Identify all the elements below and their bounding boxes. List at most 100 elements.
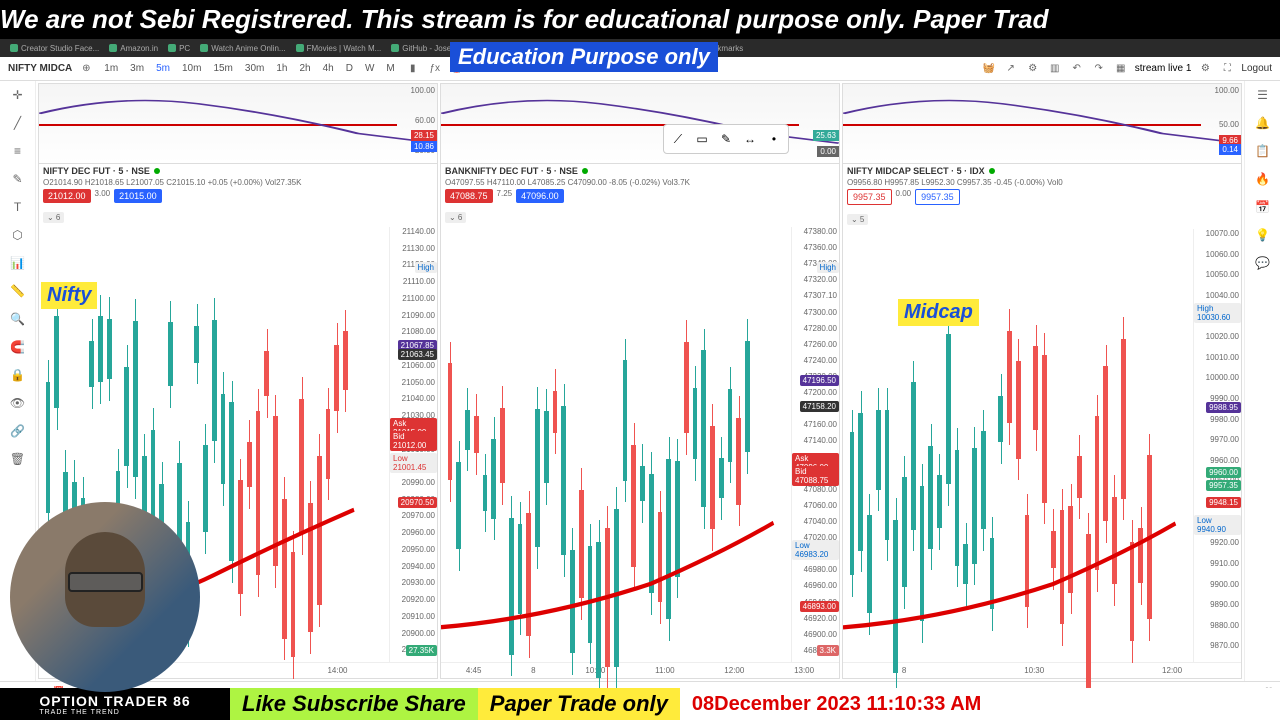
price-marker: 20970.50 bbox=[398, 497, 437, 508]
spread: 3.00 bbox=[95, 189, 111, 203]
chart-title: NIFTY DEC FUT · 5 · NSE bbox=[43, 166, 150, 176]
timeframe-selector: 1m 3m 5m 10m 15m 30m 1h 2h 4h DWM bbox=[100, 61, 398, 76]
ask-badge[interactable]: 9957.35 bbox=[915, 189, 960, 205]
expand-indicators[interactable]: ⌄ 6 bbox=[43, 212, 64, 223]
bar-chart-icon[interactable]: ▥ bbox=[1047, 61, 1063, 77]
timeframe-30m[interactable]: 30m bbox=[241, 61, 268, 76]
trash-tool[interactable]: 🗑 bbox=[8, 449, 28, 469]
bid-badge[interactable]: 47088.75 bbox=[445, 189, 493, 203]
basket-icon[interactable]: 🧺 bbox=[981, 61, 997, 77]
layout-icon[interactable]: ▦ bbox=[1113, 61, 1129, 77]
fib-tool[interactable]: ≡ bbox=[8, 141, 28, 161]
price-marker: Low 46983.20 bbox=[792, 540, 839, 560]
floating-drawing-toolbar: ⟋▭✎↔• bbox=[663, 124, 789, 154]
indicators-icon[interactable]: ƒx bbox=[427, 61, 443, 77]
export-icon[interactable]: ↗ bbox=[1003, 61, 1019, 77]
browser-tab[interactable]: FMovies | Watch M... bbox=[296, 44, 382, 53]
data-icon[interactable]: 📋 bbox=[1253, 141, 1273, 161]
chart-label: Nifty bbox=[41, 282, 97, 309]
chart-canvas[interactable]: Midcap 10070.0010060.0010050.0010040.0010… bbox=[843, 229, 1241, 662]
time-axis[interactable]: 810:3012:00 bbox=[843, 662, 1241, 678]
timeframe-5m[interactable]: 5m bbox=[152, 61, 174, 76]
rsi-indicator: 25.630.00⟋▭✎↔• bbox=[441, 84, 839, 164]
fullscreen-icon[interactable]: ⛶ bbox=[1219, 61, 1235, 77]
symbol-selector[interactable]: NIFTY MIDCA bbox=[8, 63, 72, 74]
timeframe-1m[interactable]: 1m bbox=[100, 61, 122, 76]
ask-badge[interactable]: 21015.00 bbox=[114, 189, 162, 203]
pattern-tool[interactable]: ⬡ bbox=[8, 225, 28, 245]
calendar-icon[interactable]: 📅 bbox=[1253, 197, 1273, 217]
link-tool[interactable]: 🔗 bbox=[8, 421, 28, 441]
brush-tool-icon[interactable]: ✎ bbox=[716, 129, 736, 149]
watchlist-icon[interactable]: ☰ bbox=[1253, 85, 1273, 105]
expand-indicators[interactable]: ⌄ 5 bbox=[847, 214, 868, 225]
price-marker: Bid 47088.75 bbox=[792, 466, 839, 486]
add-icon[interactable]: ⊕ bbox=[78, 61, 94, 77]
spread: 7.25 bbox=[497, 189, 513, 203]
text-tool[interactable]: T bbox=[8, 197, 28, 217]
price-marker: 9957.35 bbox=[1206, 480, 1241, 491]
timeframe-2h[interactable]: 2h bbox=[295, 61, 314, 76]
undo-icon[interactable]: ↶ bbox=[1069, 61, 1085, 77]
bid-badge[interactable]: 9957.35 bbox=[847, 189, 892, 205]
hotlist-icon[interactable]: 🔥 bbox=[1253, 169, 1273, 189]
gear-icon[interactable]: ⚙ bbox=[1197, 61, 1213, 77]
rect-tool-icon[interactable]: ▭ bbox=[692, 129, 712, 149]
timeframe-W[interactable]: W bbox=[361, 61, 378, 76]
price-axis[interactable]: 21140.0021130.0021120.0021110.0021100.00… bbox=[389, 227, 437, 662]
browser-tab[interactable]: Creator Studio Face... bbox=[10, 44, 99, 53]
redo-icon[interactable]: ↷ bbox=[1091, 61, 1107, 77]
ask-badge[interactable]: 47096.00 bbox=[516, 189, 564, 203]
magnet-tool[interactable]: 🧲 bbox=[8, 337, 28, 357]
logout-button[interactable]: Logout bbox=[1241, 63, 1272, 74]
prediction-tool[interactable]: 📊 bbox=[8, 253, 28, 273]
candle-type-icon[interactable]: ▮ bbox=[405, 61, 421, 77]
price-marker: 47158.20 bbox=[800, 401, 839, 412]
lock-tool[interactable]: 🔒 bbox=[8, 365, 28, 385]
news-icon[interactable]: 💡 bbox=[1253, 225, 1273, 245]
timeframe-1h[interactable]: 1h bbox=[272, 61, 291, 76]
timeframe-4h[interactable]: 4h bbox=[319, 61, 338, 76]
right-sidebar: ☰ 🔔 📋 🔥 📅 💡 💬 bbox=[1244, 81, 1280, 681]
chart-canvas[interactable]: 47380.0047360.0047340.0047320.0047307.10… bbox=[441, 227, 839, 662]
price-axis[interactable]: 10070.0010060.0010050.0010040.0010030.00… bbox=[1193, 229, 1241, 662]
timeframe-10m[interactable]: 10m bbox=[178, 61, 205, 76]
timeframe-15m[interactable]: 15m bbox=[209, 61, 236, 76]
browser-tab[interactable]: Watch Anime Onlin... bbox=[200, 44, 285, 53]
rsi-indicator: 100.0060.0020.0028.1510.86 bbox=[39, 84, 437, 164]
price-marker: 9948.15 bbox=[1206, 497, 1241, 508]
timeframe-M[interactable]: M bbox=[382, 61, 398, 76]
price-badges: 21012.00 3.0021015.00 bbox=[39, 187, 437, 205]
browser-tab[interactable]: PC bbox=[168, 44, 190, 53]
arrow-tool-icon[interactable]: ↔ bbox=[740, 129, 760, 149]
price-axis[interactable]: 47380.0047360.0047340.0047320.0047307.10… bbox=[791, 227, 839, 662]
price-marker: 9988.95 bbox=[1206, 402, 1241, 413]
line-tool-icon[interactable]: ⟋ bbox=[668, 129, 688, 149]
alerts-icon[interactable]: 🔔 bbox=[1253, 113, 1273, 133]
timeframe-D[interactable]: D bbox=[342, 61, 357, 76]
chat-icon[interactable]: 💬 bbox=[1253, 253, 1273, 273]
rsi-indicator: 100.0050.009.660.14 bbox=[843, 84, 1241, 164]
bid-badge[interactable]: 21012.00 bbox=[43, 189, 91, 203]
settings-icon[interactable]: ⚙ bbox=[1025, 61, 1041, 77]
price-marker: High 10030.60 bbox=[1194, 303, 1241, 323]
chart-panel-1: 25.630.00⟋▭✎↔•BANKNIFTY DEC FUT · 5 · NS… bbox=[440, 83, 840, 679]
time-axis[interactable]: 4:45810:0011:0012:0013:00 bbox=[441, 662, 839, 678]
timeframe-3m[interactable]: 3m bbox=[126, 61, 148, 76]
price-marker: Low 9940.90 bbox=[1194, 515, 1241, 535]
price-marker: 47196.50 bbox=[800, 375, 839, 386]
eye-tool[interactable]: 👁 bbox=[8, 393, 28, 413]
cursor-tool[interactable]: ✛ bbox=[8, 85, 28, 105]
measure-tool[interactable]: 📏 bbox=[8, 281, 28, 301]
trendline-tool[interactable]: ╱ bbox=[8, 113, 28, 133]
price-marker: 27.35K bbox=[406, 645, 437, 656]
datetime-display: 08December 2023 11:10:33 AM bbox=[680, 688, 1280, 720]
chart-panel-2: 100.0050.009.660.14NIFTY MIDCAP SELECT ·… bbox=[842, 83, 1242, 679]
chart-label: Midcap bbox=[898, 299, 979, 326]
stream-label[interactable]: stream live 1 bbox=[1135, 63, 1192, 74]
expand-indicators[interactable]: ⌄ 6 bbox=[445, 212, 466, 223]
browser-tab[interactable]: Amazon.in bbox=[109, 44, 158, 53]
dot-tool-icon[interactable]: • bbox=[764, 129, 784, 149]
zoom-tool[interactable]: 🔍 bbox=[8, 309, 28, 329]
brush-tool[interactable]: ✎ bbox=[8, 169, 28, 189]
